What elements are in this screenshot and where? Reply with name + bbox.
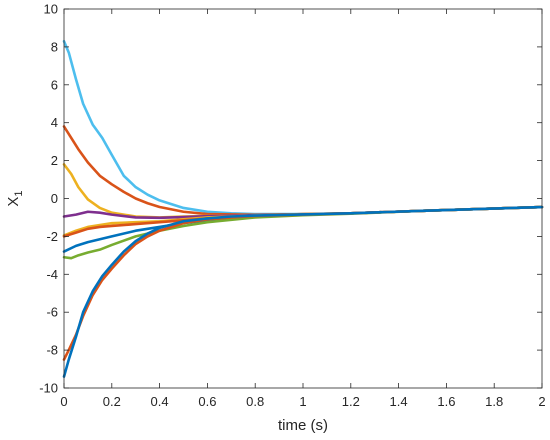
y-tick-label: 0 bbox=[51, 191, 58, 206]
series-line-10 bbox=[62, 205, 544, 378]
x-tick-label: 1.8 bbox=[485, 394, 503, 409]
y-tick-label: 6 bbox=[51, 77, 58, 92]
y-tick-label: -2 bbox=[46, 229, 58, 244]
y-tick-label: 8 bbox=[51, 39, 58, 54]
x-tick-label: 0.4 bbox=[151, 394, 169, 409]
x-tick-label: 2 bbox=[538, 394, 545, 409]
x-tick-label: 0.8 bbox=[246, 394, 264, 409]
x-tick-label: 1.4 bbox=[390, 394, 408, 409]
y-tick-label: 10 bbox=[44, 2, 58, 17]
y-tick-label: 4 bbox=[51, 115, 58, 130]
y-tick-label: -8 bbox=[46, 343, 58, 358]
x-axis: 0 0.2 0.4 0.6 0.8 1 1.2 1.4 1.6 1.8 2 bbox=[60, 9, 546, 409]
plot-area bbox=[64, 9, 542, 388]
x-tick-label: 1.2 bbox=[342, 394, 360, 409]
x-tick-label: 1.6 bbox=[437, 394, 455, 409]
x-tick-label: 0 bbox=[60, 394, 67, 409]
y-axis-label-subscript: 1 bbox=[13, 190, 25, 196]
y-tick-label: -10 bbox=[39, 381, 58, 396]
x-tick-label: 1 bbox=[299, 394, 306, 409]
y-tick-label: -6 bbox=[46, 305, 58, 320]
y-tick-label: -4 bbox=[46, 267, 58, 282]
y-axis: -10 -8 -6 -4 -2 0 2 4 6 8 10 bbox=[39, 2, 542, 396]
y-tick-label: 2 bbox=[51, 153, 58, 168]
x-axis-label: time (s) bbox=[278, 417, 328, 434]
x-tick-label: 0.6 bbox=[198, 394, 216, 409]
series-layer bbox=[62, 39, 544, 378]
y-axis-label-main: X bbox=[5, 197, 22, 207]
y-axis-label: X1 bbox=[5, 190, 25, 206]
x-tick-label: 0.2 bbox=[103, 394, 121, 409]
